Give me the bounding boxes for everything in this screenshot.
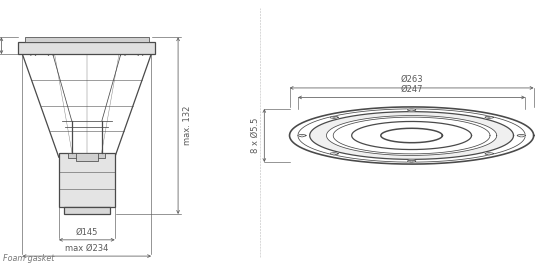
Bar (301, 136, 303, 137)
Polygon shape (298, 134, 306, 137)
Bar (520, 136, 522, 137)
Polygon shape (485, 116, 493, 118)
Bar (410, 110, 413, 111)
Text: Ø263: Ø263 (400, 75, 423, 84)
Bar (333, 154, 335, 155)
Bar (59, 153, 115, 207)
Bar (25, 37, 148, 42)
Bar (18, 42, 155, 54)
Polygon shape (408, 109, 416, 111)
Bar (410, 161, 413, 162)
Polygon shape (310, 112, 514, 159)
Polygon shape (408, 160, 416, 162)
Text: max. 132: max. 132 (183, 106, 192, 145)
Polygon shape (517, 134, 525, 137)
Bar (488, 154, 491, 155)
Text: max Ø234: max Ø234 (65, 244, 109, 253)
Text: Foam gasket: Foam gasket (3, 254, 54, 263)
Polygon shape (330, 116, 338, 118)
Polygon shape (330, 153, 338, 155)
Bar (68, 153, 105, 158)
Bar (64, 207, 110, 214)
Text: Ø247: Ø247 (400, 84, 423, 93)
Bar (76, 153, 98, 161)
Bar (333, 117, 335, 118)
Text: 8 x Ø5.5: 8 x Ø5.5 (251, 118, 260, 153)
Bar (488, 117, 491, 118)
Text: Ø145: Ø145 (76, 228, 98, 237)
Polygon shape (485, 153, 493, 155)
